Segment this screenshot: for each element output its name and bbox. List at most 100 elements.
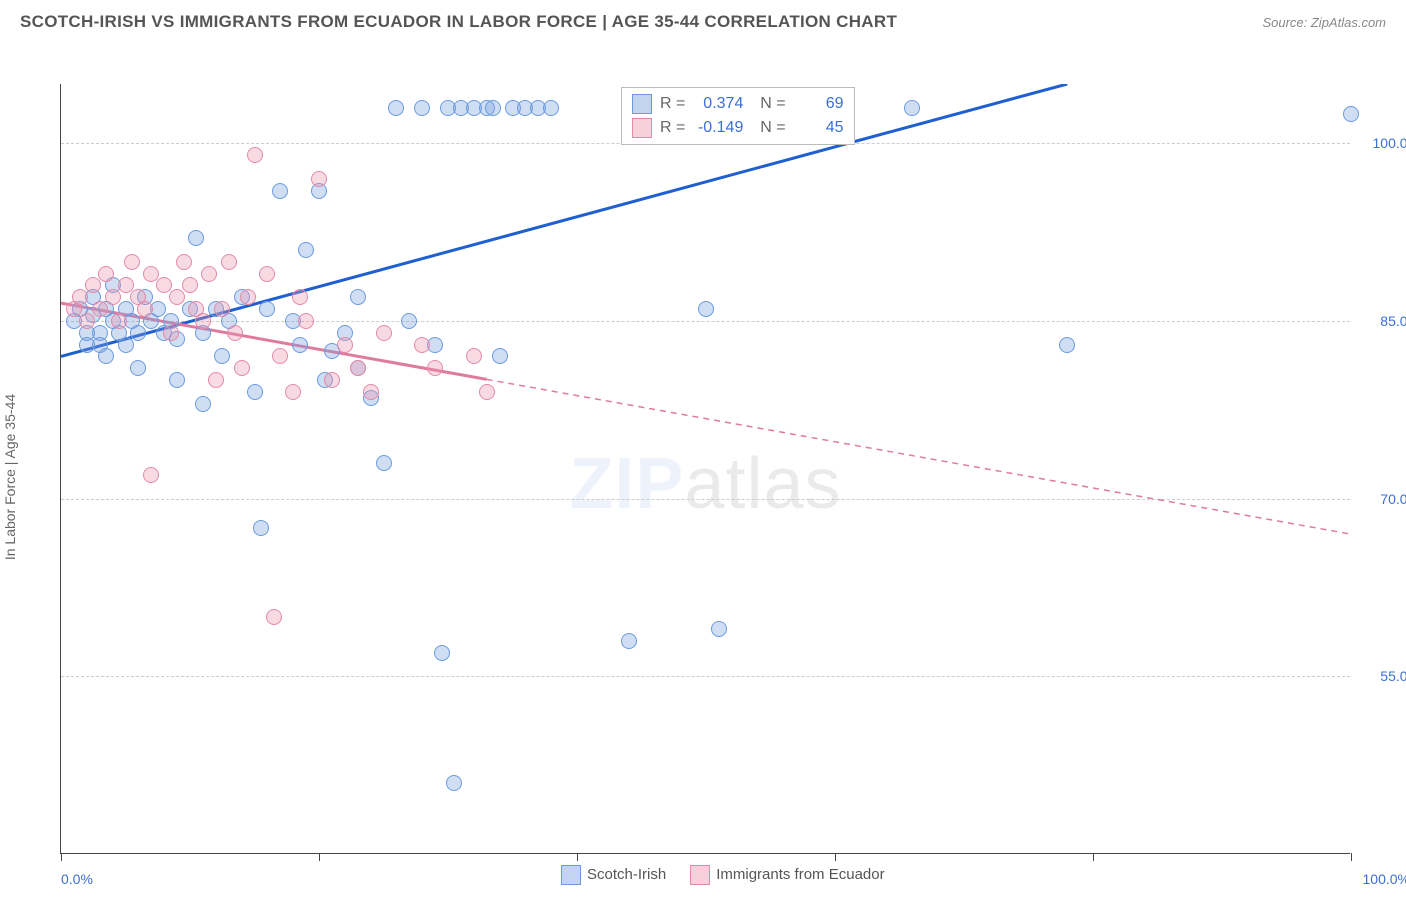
scatter-point [479, 384, 495, 400]
legend-swatch [632, 94, 652, 114]
legend-swatch [561, 865, 581, 885]
y-tick-label: 70.0% [1360, 491, 1406, 507]
scatter-point [227, 325, 243, 341]
scatter-point [234, 360, 250, 376]
watermark: ZIPatlas [569, 443, 841, 525]
scatter-point [221, 254, 237, 270]
scatter-point [376, 455, 392, 471]
stats-box: R =0.374 N =69R =-0.149 N =45 [621, 87, 855, 145]
x-tick [1351, 853, 1352, 861]
stats-r-value: 0.374 [693, 92, 743, 116]
scatter-point [163, 325, 179, 341]
scatter-point [427, 360, 443, 376]
scatter-point [214, 348, 230, 364]
scatter-point [214, 301, 230, 317]
x-axis-label-right: 100.0% [1363, 871, 1406, 887]
scatter-point [92, 301, 108, 317]
scatter-point [414, 100, 430, 116]
scatter-point [434, 645, 450, 661]
legend-item: Immigrants from Ecuador [690, 865, 884, 885]
scatter-point [111, 313, 127, 329]
plot-area: ZIPatlas 55.0%70.0%85.0%100.0%0.0%100.0%… [60, 84, 1350, 854]
scatter-point [143, 467, 159, 483]
scatter-point [543, 100, 559, 116]
scatter-point [259, 301, 275, 317]
scatter-point [363, 384, 379, 400]
scatter-point [446, 775, 462, 791]
scatter-point [130, 360, 146, 376]
legend-swatch [690, 865, 710, 885]
x-tick [835, 853, 836, 861]
scatter-point [311, 171, 327, 187]
scatter-point [72, 289, 88, 305]
scatter-point [169, 372, 185, 388]
stats-n-label: N = [751, 92, 785, 116]
scatter-point [621, 633, 637, 649]
stats-r-label: R = [660, 92, 685, 116]
scatter-point [266, 609, 282, 625]
scatter-point [1343, 106, 1359, 122]
stats-n-label: N = [751, 116, 785, 140]
scatter-point [272, 348, 288, 364]
scatter-point [118, 277, 134, 293]
chart-header: SCOTCH-IRISH VS IMMIGRANTS FROM ECUADOR … [0, 0, 1406, 40]
scatter-point [292, 289, 308, 305]
scatter-point [350, 289, 366, 305]
scatter-point [904, 100, 920, 116]
y-tick-label: 100.0% [1360, 135, 1406, 151]
scatter-point [98, 266, 114, 282]
gridline [61, 499, 1350, 500]
scatter-point [337, 337, 353, 353]
scatter-point [201, 266, 217, 282]
bottom-legend: Scotch-Irish Immigrants from Ecuador [561, 865, 885, 885]
scatter-point [105, 289, 121, 305]
scatter-point [98, 348, 114, 364]
scatter-point [388, 100, 404, 116]
x-tick [319, 853, 320, 861]
scatter-point [195, 396, 211, 412]
scatter-point [1059, 337, 1075, 353]
scatter-point [137, 301, 153, 317]
scatter-point [272, 183, 288, 199]
scatter-point [711, 621, 727, 637]
y-tick-label: 55.0% [1360, 668, 1406, 684]
x-tick [1093, 853, 1094, 861]
stats-r-value: -0.149 [693, 116, 743, 140]
stats-r-label: R = [660, 116, 685, 140]
legend-label: Scotch-Irish [587, 866, 666, 883]
scatter-point [124, 254, 140, 270]
scatter-point [156, 277, 172, 293]
x-tick [61, 853, 62, 861]
stats-row: R =-0.149 N =45 [632, 116, 844, 140]
scatter-point [350, 360, 366, 376]
scatter-point [169, 289, 185, 305]
scatter-point [176, 254, 192, 270]
y-tick-label: 85.0% [1360, 313, 1406, 329]
scatter-point [85, 277, 101, 293]
scatter-point [401, 313, 417, 329]
scatter-point [188, 230, 204, 246]
scatter-point [298, 313, 314, 329]
x-tick [577, 853, 578, 861]
scatter-point [298, 242, 314, 258]
scatter-point [195, 313, 211, 329]
scatter-point [259, 266, 275, 282]
gridline [61, 676, 1350, 677]
scatter-point [492, 348, 508, 364]
scatter-point [285, 384, 301, 400]
scatter-point [247, 384, 263, 400]
scatter-point [182, 277, 198, 293]
stats-n-value: 69 [794, 92, 844, 116]
stats-row: R = 0.374 N = 69 [632, 92, 844, 116]
scatter-point [414, 337, 430, 353]
scatter-point [130, 325, 146, 341]
chart-container: In Labor Force | Age 35-44 ZIPatlas 55.0… [20, 40, 1386, 914]
chart-source: Source: ZipAtlas.com [1262, 15, 1386, 30]
legend-swatch [632, 118, 652, 138]
legend-item: Scotch-Irish [561, 865, 666, 885]
scatter-point [466, 348, 482, 364]
scatter-point [143, 266, 159, 282]
scatter-point [292, 337, 308, 353]
x-axis-label-left: 0.0% [61, 871, 93, 887]
scatter-point [240, 289, 256, 305]
